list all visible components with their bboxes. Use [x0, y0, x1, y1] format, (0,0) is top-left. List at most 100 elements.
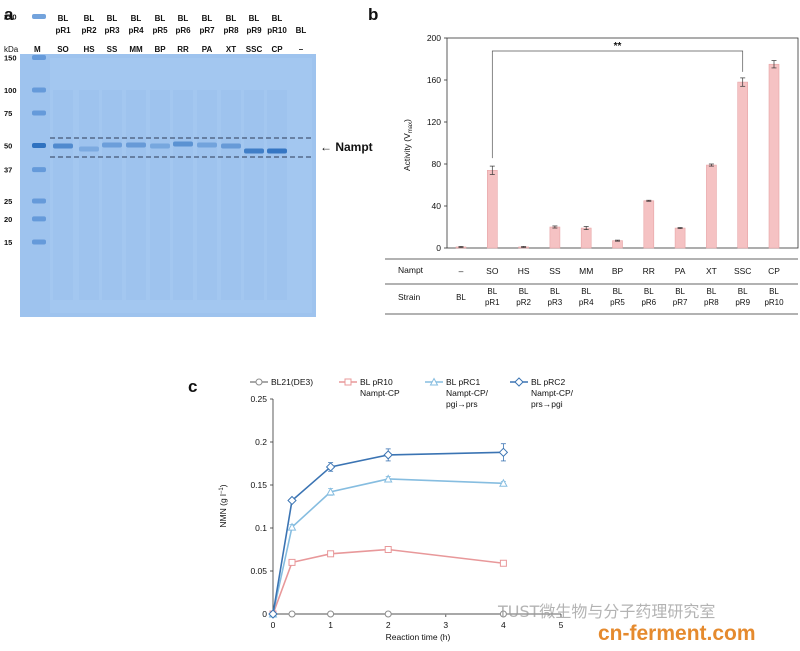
gel-panel: kDa M BL pR1 SO BL pR2 HS BL pR3 SS BL pR4 MM BL pR5 B…	[4, 13, 373, 317]
nmn-series-line	[272, 548, 504, 615]
bar-y-tick-label: 40	[432, 201, 442, 211]
nmn-data-point	[384, 610, 392, 618]
marker-tick-label: 20	[4, 215, 12, 224]
marker-tick-label: 250	[4, 13, 17, 22]
gel-lane-nampt-label: –	[299, 45, 304, 54]
line-x-tick-label: 3	[443, 620, 448, 630]
bar-y-tick-label: 200	[427, 33, 441, 43]
gel-lane-strain-line1: BL	[272, 14, 283, 23]
gel-lane-strain-line2: pR5	[152, 26, 168, 35]
kda-label: kDa	[4, 45, 19, 54]
marker-tick-label: 25	[4, 197, 12, 206]
bar-y-tick-label: 120	[427, 117, 441, 127]
legend-label: BL21(DE3)	[271, 377, 313, 387]
line-y-axis-label: NMN (g l−1)	[218, 484, 228, 527]
bar-nampt-label: SO	[486, 266, 499, 276]
bar-nampt-label: BP	[612, 266, 624, 276]
bar-strain-line1: BL	[550, 287, 560, 296]
nmn-data-point	[268, 609, 278, 619]
watermark: TUST微生物与分子药理研究室 cn-ferment.com	[497, 602, 756, 645]
marker-tick-label: 50	[4, 142, 12, 151]
nmn-data-point	[325, 462, 336, 472]
line-x-tick-label: 0	[271, 620, 276, 630]
gel-lane-strain-line1: BL	[107, 14, 118, 23]
bar-strain-line2: pR3	[548, 298, 563, 307]
lane-smear	[53, 90, 73, 300]
nmn-data-point	[499, 610, 507, 618]
marker-band	[32, 239, 46, 245]
marker-band	[32, 216, 46, 222]
gel-lane-nampt-label: PA	[202, 45, 213, 54]
marker-tick-label: 100	[4, 86, 17, 95]
line-y-tick-label: 0.15	[250, 480, 267, 490]
gel-lane-strain-line2: pR8	[223, 26, 239, 35]
bar-strain-line1: BL	[675, 287, 685, 296]
gel-lane-strain-line1: BL	[296, 26, 307, 35]
nmn-data-point	[498, 447, 509, 458]
gel-lane-nampt-label: RR	[177, 45, 189, 54]
nampt-band	[53, 143, 73, 149]
watermark-lab-text: TUST微生物与分子药理研究室	[497, 602, 715, 621]
bar-strain-line2: pR6	[641, 298, 656, 307]
marker-tick-label: 150	[4, 53, 17, 62]
bar-strain-line1: BL	[581, 287, 591, 296]
nmn-data-point	[287, 522, 297, 531]
lane-smear	[150, 90, 170, 300]
nampt-band	[173, 141, 193, 147]
gel-lane-strain-line2: pR3	[104, 26, 120, 35]
bar-strain-line2: pR5	[610, 298, 625, 307]
activity-bar-chart: Activity (Vmax) 0 40 80 120 160 200 – BL SO BL pR1…	[385, 33, 799, 315]
gel-lane-nampt-label: XT	[226, 45, 236, 54]
marker-tick-label: 37	[4, 166, 12, 175]
gel-lane-strain-line1: BL	[202, 14, 213, 23]
bar-strain-line2: pR10	[764, 298, 784, 307]
nmn-data-point	[327, 550, 335, 558]
bar-nampt-label: RR	[643, 266, 655, 276]
nmn-data-point	[499, 478, 508, 487]
line-x-tick-label: 4	[501, 620, 506, 630]
line-y-tick-label: 0.25	[250, 394, 267, 404]
line-y-tick-label: 0	[262, 609, 267, 619]
activity-bar	[486, 170, 498, 249]
panel-label-b: b	[368, 5, 378, 24]
bar-nampt-label: HS	[518, 266, 530, 276]
nmn-data-point	[288, 610, 296, 618]
bar-strain-line2: pR9	[735, 298, 750, 307]
marker-band	[32, 167, 46, 173]
nampt-band	[150, 143, 170, 149]
nampt-row-label: Nampt	[398, 265, 424, 275]
gel-lane-strain-line1: BL	[249, 14, 260, 23]
marker-tick-label: 15	[4, 238, 12, 247]
bar-y-tick-label: 80	[432, 159, 442, 169]
marker-band	[32, 87, 46, 93]
bar-strain-line2: pR7	[673, 298, 688, 307]
gel-lane-strain-line2: pR6	[175, 26, 191, 35]
bar-strain-line2: pR8	[704, 298, 719, 307]
nampt-band-annotation: ← Nampt	[320, 140, 373, 154]
bar-strain-line1: BL	[456, 293, 466, 302]
nmn-data-point	[326, 487, 335, 496]
nmn-data-point	[384, 546, 392, 553]
nmn-data-point	[383, 450, 393, 460]
nampt-band	[197, 142, 217, 148]
marker-lane-label: M	[34, 45, 41, 54]
gel-lane-nampt-label: MM	[129, 45, 143, 54]
marker-band	[32, 143, 46, 148]
bar-strain-line2: pR4	[579, 298, 594, 307]
legend-label-line3: prs→pgi	[531, 399, 563, 409]
lane-smear	[197, 90, 217, 300]
gel-tint	[50, 58, 312, 313]
lane-smear	[244, 90, 264, 300]
gel-lane-strain-line1: BL	[226, 14, 237, 23]
line-y-tick-label: 0.2	[255, 437, 267, 447]
nampt-band	[79, 146, 99, 152]
activity-bar	[580, 227, 592, 249]
gel-lane-nampt-label: HS	[83, 45, 95, 54]
gel-lane-nampt-label: SSC	[246, 45, 263, 54]
legend-marker	[344, 378, 352, 386]
bar-strain-line1: BL	[487, 287, 497, 296]
nampt-band	[244, 148, 264, 154]
activity-bar	[737, 81, 749, 249]
bar-strain-line2: pR2	[516, 298, 531, 307]
bar-strain-line1: BL	[644, 287, 654, 296]
